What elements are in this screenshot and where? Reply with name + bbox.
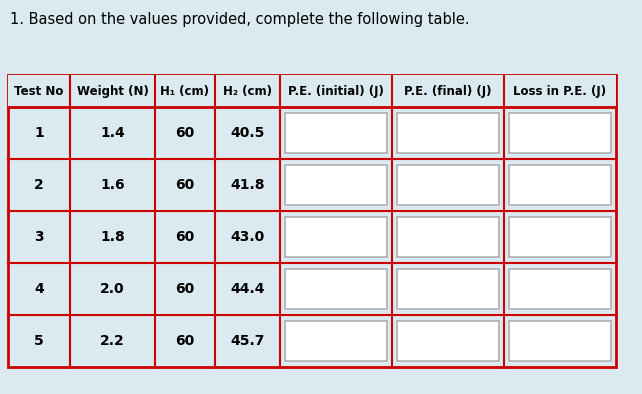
Text: 60: 60 [175,178,195,192]
Text: 2.2: 2.2 [100,334,125,348]
Text: 60: 60 [175,230,195,244]
Bar [509,217,611,257]
Bar [397,165,499,205]
Text: 1.4: 1.4 [100,126,125,140]
Bar [509,321,611,361]
Bar [509,113,611,153]
Bar [285,113,387,153]
Text: Loss in P.E. (J): Loss in P.E. (J) [514,84,607,97]
Text: Weight (N): Weight (N) [76,84,148,97]
Text: 3: 3 [34,230,44,244]
Text: 2.0: 2.0 [100,282,125,296]
Text: Test No: Test No [14,84,64,97]
Bar [285,217,387,257]
Text: H₂ (cm): H₂ (cm) [223,84,272,97]
Text: 44.4: 44.4 [230,282,265,296]
Bar [8,75,616,367]
Bar [397,269,499,309]
Text: 40.5: 40.5 [230,126,265,140]
Text: 60: 60 [175,126,195,140]
Text: 60: 60 [175,334,195,348]
Text: 1: 1 [34,126,44,140]
Bar [509,269,611,309]
Bar [285,321,387,361]
Text: 41.8: 41.8 [230,178,265,192]
Text: 2: 2 [34,178,44,192]
Text: P.E. (initial) (J): P.E. (initial) (J) [288,84,384,97]
Text: 5: 5 [34,334,44,348]
Bar [509,165,611,205]
Text: 1.8: 1.8 [100,230,125,244]
Bar [285,269,387,309]
Text: 43.0: 43.0 [230,230,265,244]
Text: 1. Based on the values provided, complete the following table.: 1. Based on the values provided, complet… [10,12,470,27]
Text: 45.7: 45.7 [230,334,265,348]
Bar [285,165,387,205]
Bar [397,113,499,153]
Text: H₁ (cm): H₁ (cm) [160,84,209,97]
Bar [8,75,616,107]
Text: 60: 60 [175,282,195,296]
Text: 1.6: 1.6 [100,178,125,192]
Bar [397,217,499,257]
Bar [397,321,499,361]
Text: 4: 4 [34,282,44,296]
Text: P.E. (final) (J): P.E. (final) (J) [404,84,492,97]
